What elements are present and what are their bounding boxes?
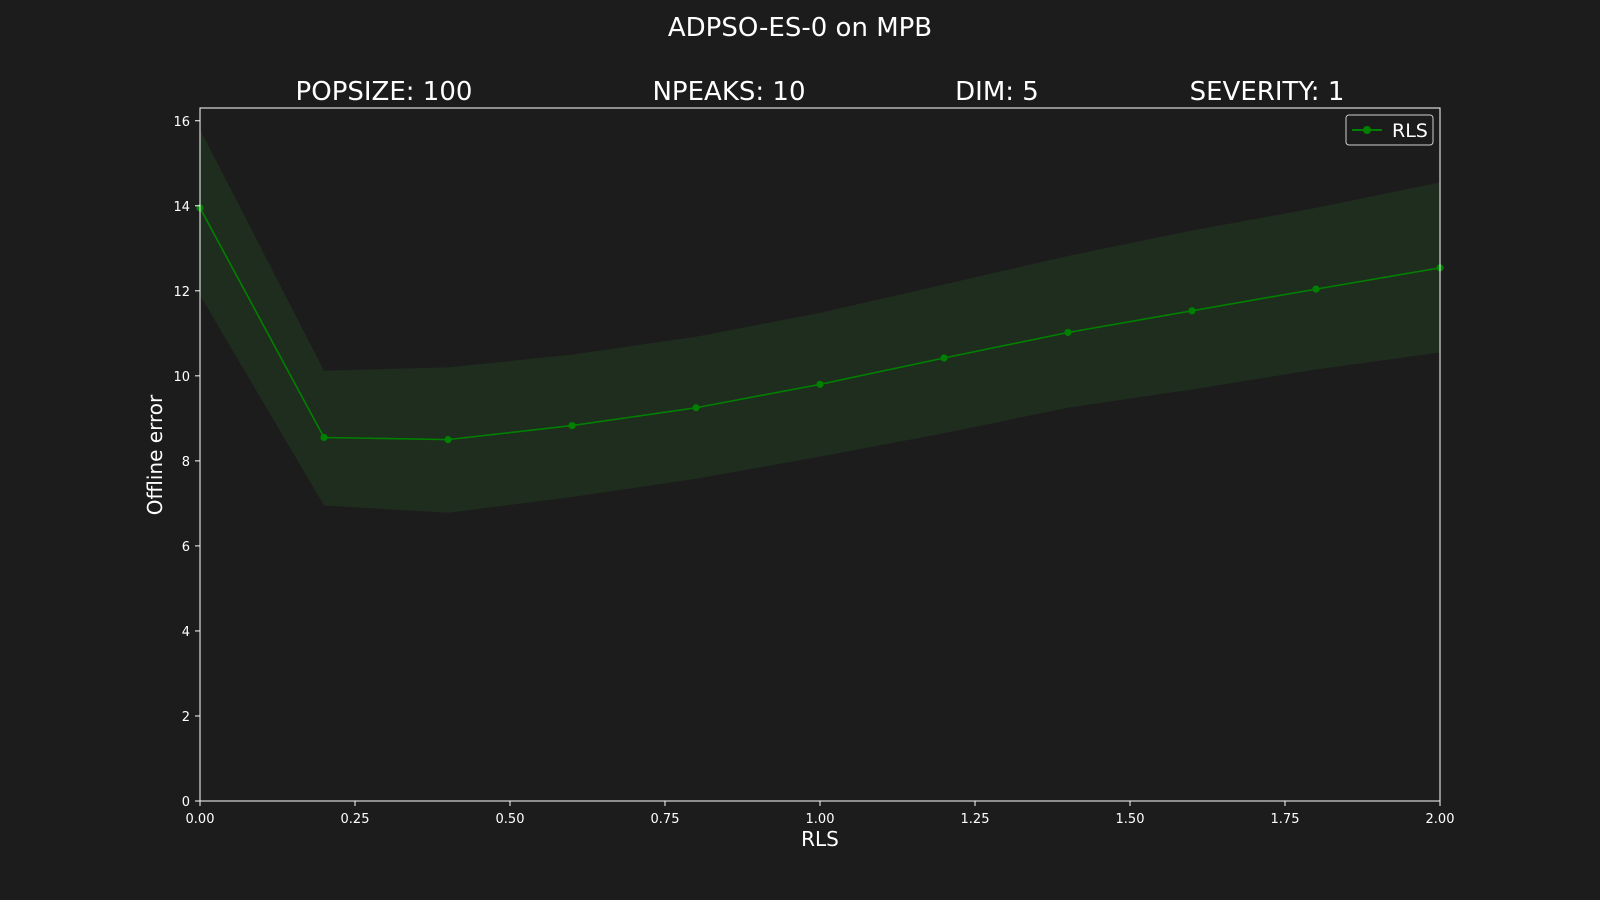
y-tick-label: 14 [173,200,190,215]
x-tick-label: 1.75 [1271,812,1300,827]
chart-title: ADPSO-ES-0 on MPB [668,13,932,43]
y-tick-label: 6 [182,540,190,555]
legend-box [1345,114,1434,146]
data-point [444,436,452,444]
x-tick-label: 1.50 [1116,812,1145,827]
x-tick-label: 0.25 [341,812,370,827]
x-tick-label: 1.25 [961,812,990,827]
legend-marker-swatch [1363,126,1371,134]
x-tick-label: 0.50 [496,812,525,827]
x-tick-label: 0.75 [651,812,680,827]
data-point [320,433,328,442]
y-tick-label: 2 [182,710,190,725]
y-tick-label: 12 [173,285,190,300]
subtitle-npeaks: NPEAKS: 10 [652,77,805,107]
subtitle-severity: SEVERITY: 1 [1190,77,1345,107]
x-tick-label: 2.00 [1426,812,1455,827]
y-tick-label: 0 [182,795,190,810]
legend-label: RLS [1392,120,1428,142]
confidence-band-layer [200,129,1440,513]
data-point [1064,328,1072,337]
y-axis-label: Offline error [143,394,167,515]
subtitle-dim: DIM: 5 [955,77,1039,107]
confidence-band-0 [200,129,1440,513]
legend: RLS [1345,114,1434,146]
y-tick-label: 10 [173,370,190,385]
y-tick-label: 8 [182,455,190,470]
y-axis-ticks: 0 2 4 6 8 10 12 14 16 [173,115,200,810]
subtitle-popsize: POPSIZE: 100 [296,77,473,107]
data-point [816,380,824,388]
data-point [692,404,700,412]
y-tick-label: 16 [173,115,190,130]
series-marker-layer [196,204,1444,444]
x-axis-ticks: 0.00 0.25 0.50 0.75 1.00 1.25 1.50 1.75 2.00 [186,801,1455,827]
x-tick-label: 0.00 [186,812,215,827]
x-axis-label: RLS [801,827,839,851]
data-point [940,354,948,362]
data-point [1188,307,1196,315]
y-tick-label: 4 [182,625,190,640]
data-point [1312,285,1320,293]
data-point [568,421,576,430]
x-tick-label: 1.00 [806,812,835,827]
